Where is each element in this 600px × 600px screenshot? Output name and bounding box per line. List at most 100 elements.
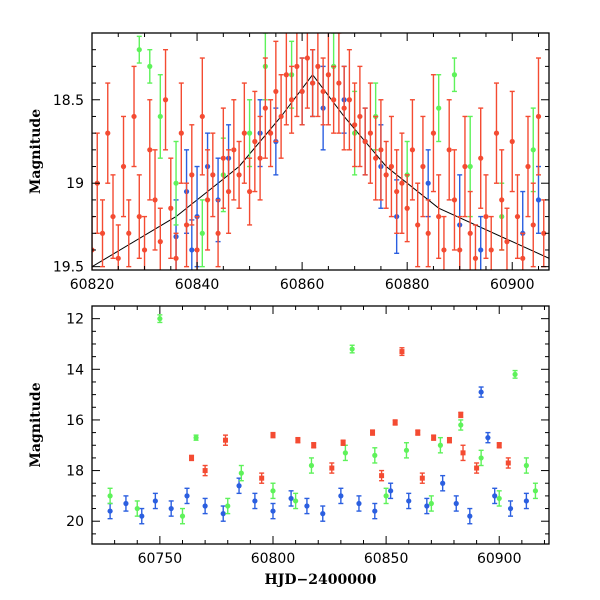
data-point [270,508,276,514]
data-point [134,505,140,512]
data-point [457,247,463,253]
data-point [392,419,398,425]
data-point [141,247,148,253]
data-point [193,435,199,441]
y-tick-label: 18.5 [53,93,84,109]
data-point [467,163,473,170]
data-point [346,97,352,103]
data-point [404,205,410,211]
data-point [409,147,416,153]
data-point [504,239,510,245]
data-point [499,197,505,203]
data-point [419,475,425,481]
data-point [492,493,498,499]
data-point [241,130,247,136]
data-point [189,172,195,178]
data-point [283,72,289,78]
data-point [352,122,358,128]
data-point [357,113,363,120]
data-point [356,500,362,507]
data-point [199,230,205,236]
data-point [394,188,400,195]
data-point [295,437,301,443]
x-tick-label: 60840 [175,277,220,293]
data-point [493,130,500,136]
data-point [320,511,326,517]
data-point [220,155,226,161]
data-point [420,163,426,170]
data-point [252,498,258,504]
data-point [446,437,452,443]
data-point [194,247,200,253]
data-point [152,197,158,203]
data-point [173,255,179,261]
y-tick-label: 19 [66,176,84,192]
data-point [270,432,276,438]
data-point [428,500,434,507]
data-point [115,255,121,261]
y-tick-label: 12 [66,312,84,328]
data-point [157,113,163,120]
data-point [467,513,473,519]
data-series-1 [107,314,539,525]
data-point [199,113,205,120]
data-point [325,72,331,78]
data-point [349,346,355,352]
data-point [231,147,237,153]
data-point [362,138,368,145]
data-point [415,222,421,228]
data-point [252,138,258,145]
data-point [440,480,446,486]
data-point [425,180,431,186]
chart-panel-bottom: 60750 60800 60850 60900 12 14 16 18 20 Magnitude H… [28,305,550,588]
data-point [458,412,464,418]
data-point [147,63,153,69]
x-tick-label: 60900 [477,551,522,567]
data-point [147,147,153,153]
data-point [415,430,421,436]
data-point [179,513,186,519]
data-point [184,493,190,499]
data-point [483,213,489,220]
data-point [431,435,437,441]
data-point [299,88,305,95]
y-tick-label: 19.5 [53,260,84,276]
data-point [183,222,190,228]
data-point [238,470,244,476]
data-point [189,455,195,461]
data-point [520,255,526,261]
x-tick-label: 60820 [70,277,115,293]
data-point [315,63,321,69]
data-point [288,495,294,502]
data-point [478,155,484,161]
data-point [320,88,326,95]
data-point [467,230,473,236]
data-point [478,389,484,395]
chart-panel-top: 60820 60840 60860 60880 60900 18.5 19 19.5 Magni… [28,32,550,293]
data-point [168,505,174,512]
data-point [210,172,216,178]
data-point [462,163,468,170]
data-point [222,437,228,443]
data-point [204,197,211,203]
data-point [131,113,137,120]
data-point [430,130,437,136]
y-tick-label: 16 [66,413,84,429]
data-point [383,493,389,499]
data-point [458,422,464,428]
y-axis-label: Magnitude [28,109,44,194]
data-point [120,163,127,170]
data-point [338,493,344,499]
data-point [152,498,158,504]
data-point [436,213,442,220]
data-point [399,180,405,186]
data-point [136,213,142,220]
data-point [406,498,412,504]
data-point [525,163,531,170]
data-point [523,498,529,504]
data-series-2 [189,347,511,484]
data-series-0 [107,386,529,525]
data-point [173,180,179,186]
data-series-2 [92,33,547,270]
